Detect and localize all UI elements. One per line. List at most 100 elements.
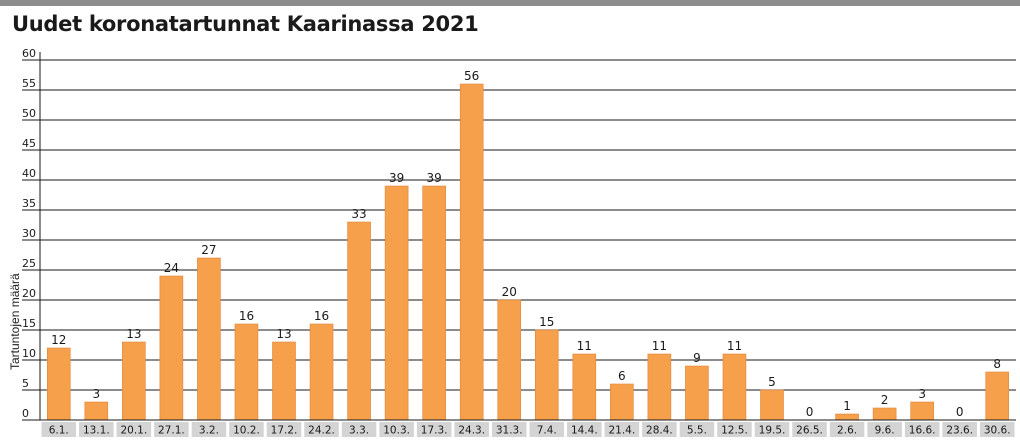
data-label: 0 — [956, 405, 964, 419]
category-box — [529, 422, 565, 437]
data-label: 15 — [539, 315, 554, 329]
data-label: 20 — [502, 285, 517, 299]
category-box — [154, 422, 189, 437]
bar — [610, 383, 634, 421]
x-tick-label: 13.1. — [83, 425, 110, 437]
data-label: 3 — [92, 387, 100, 401]
bar — [347, 221, 371, 421]
x-tick-label: 16.6. — [909, 425, 936, 437]
category-box — [904, 422, 940, 437]
bar — [572, 353, 597, 421]
data-label: 3 — [918, 387, 926, 401]
x-tick-label: 14.4. — [571, 425, 598, 437]
data-label: 39 — [389, 171, 404, 185]
data-label: 33 — [351, 207, 366, 221]
y-tick-label: 25 — [22, 257, 36, 270]
category-box — [979, 422, 1015, 437]
category-box — [79, 422, 114, 437]
category-box — [867, 422, 902, 437]
y-tick-labels: 0 5 10 15 20 25 30 35 40 45 50 55 60 — [22, 47, 36, 420]
data-label: 2 — [881, 393, 889, 407]
y-tick-label: 35 — [22, 197, 36, 210]
category-box — [679, 422, 715, 437]
bar — [459, 83, 484, 421]
data-label: 9 — [693, 351, 701, 365]
category-box — [454, 422, 489, 437]
x-tick-label: 27.1. — [158, 425, 185, 437]
bar — [422, 185, 446, 421]
category-box — [792, 422, 827, 437]
y-tick-label: 50 — [22, 107, 36, 120]
data-label: 39 — [427, 171, 442, 185]
category-box — [416, 422, 452, 437]
category-box — [116, 422, 152, 437]
bar — [159, 275, 184, 421]
bar — [497, 299, 522, 421]
data-label: 11 — [652, 339, 667, 353]
bar — [122, 341, 146, 421]
x-tick-label: 5.5. — [687, 425, 707, 437]
category-box — [191, 422, 227, 437]
category-box — [642, 422, 677, 437]
category-box — [41, 422, 77, 437]
chart-title: Uudet koronatartunnat Kaarinassa 2021 — [12, 12, 479, 36]
x-tick-label: 20.1. — [120, 425, 147, 437]
category-box — [942, 422, 977, 437]
y-tick-label: 60 — [22, 47, 36, 60]
x-tick-label: 10.2. — [233, 425, 260, 437]
x-tick-label: 6.1. — [49, 425, 69, 437]
x-tick-label: 17.3. — [421, 425, 448, 437]
bar — [647, 353, 672, 421]
data-label: 16 — [239, 309, 254, 323]
category-box — [304, 422, 339, 437]
category-box — [829, 422, 865, 437]
x-tick-label: 30.6. — [984, 425, 1011, 437]
bar — [835, 413, 859, 421]
x-tick-label: 26.5. — [796, 425, 823, 437]
category-box — [341, 422, 377, 437]
bar — [197, 257, 221, 421]
x-tick-label: 19.5. — [759, 425, 786, 437]
y-tick-label: 5 — [22, 377, 29, 390]
data-label: 56 — [464, 69, 479, 83]
y-tick-label: 40 — [22, 167, 36, 180]
data-label: 0 — [806, 405, 814, 419]
category-box — [567, 422, 602, 437]
data-label: 8 — [993, 357, 1001, 371]
data-label: 11 — [727, 339, 742, 353]
bar — [384, 185, 409, 421]
bar — [46, 347, 71, 421]
x-tick-label: 2.6. — [837, 425, 857, 437]
x-tick-label: 7.4. — [537, 425, 557, 437]
y-tick-label: 30 — [22, 227, 36, 240]
bar — [872, 407, 897, 421]
x-tick-label: 10.3. — [383, 425, 410, 437]
x-tick-label: 3.2. — [199, 425, 219, 437]
y-tick-label: 10 — [22, 347, 36, 360]
bar — [910, 401, 934, 421]
data-label: 5 — [768, 375, 776, 389]
data-label: 16 — [314, 309, 329, 323]
y-tick-label: 20 — [22, 287, 36, 300]
x-tick-label: 24.3. — [458, 425, 485, 437]
x-tick-label: 31.3. — [496, 425, 523, 437]
y-tick-label: 0 — [22, 407, 29, 420]
bar — [985, 371, 1010, 421]
bar — [309, 323, 334, 421]
bar — [534, 329, 559, 421]
x-tick-label: 12.5. — [721, 425, 748, 437]
category-box — [379, 422, 414, 437]
x-tick-label: 9.6. — [875, 425, 895, 437]
bar — [722, 353, 747, 421]
data-label: 27 — [201, 243, 216, 257]
y-tick-label: 15 — [22, 317, 36, 330]
category-box — [604, 422, 640, 437]
top-border — [0, 0, 1020, 6]
data-label: 24 — [164, 261, 179, 275]
data-label: 13 — [126, 327, 141, 341]
bar — [234, 323, 259, 421]
x-tick-label: 17.2. — [271, 425, 298, 437]
data-label: 12 — [51, 333, 66, 347]
x-tick-label: 28.4. — [646, 425, 673, 437]
